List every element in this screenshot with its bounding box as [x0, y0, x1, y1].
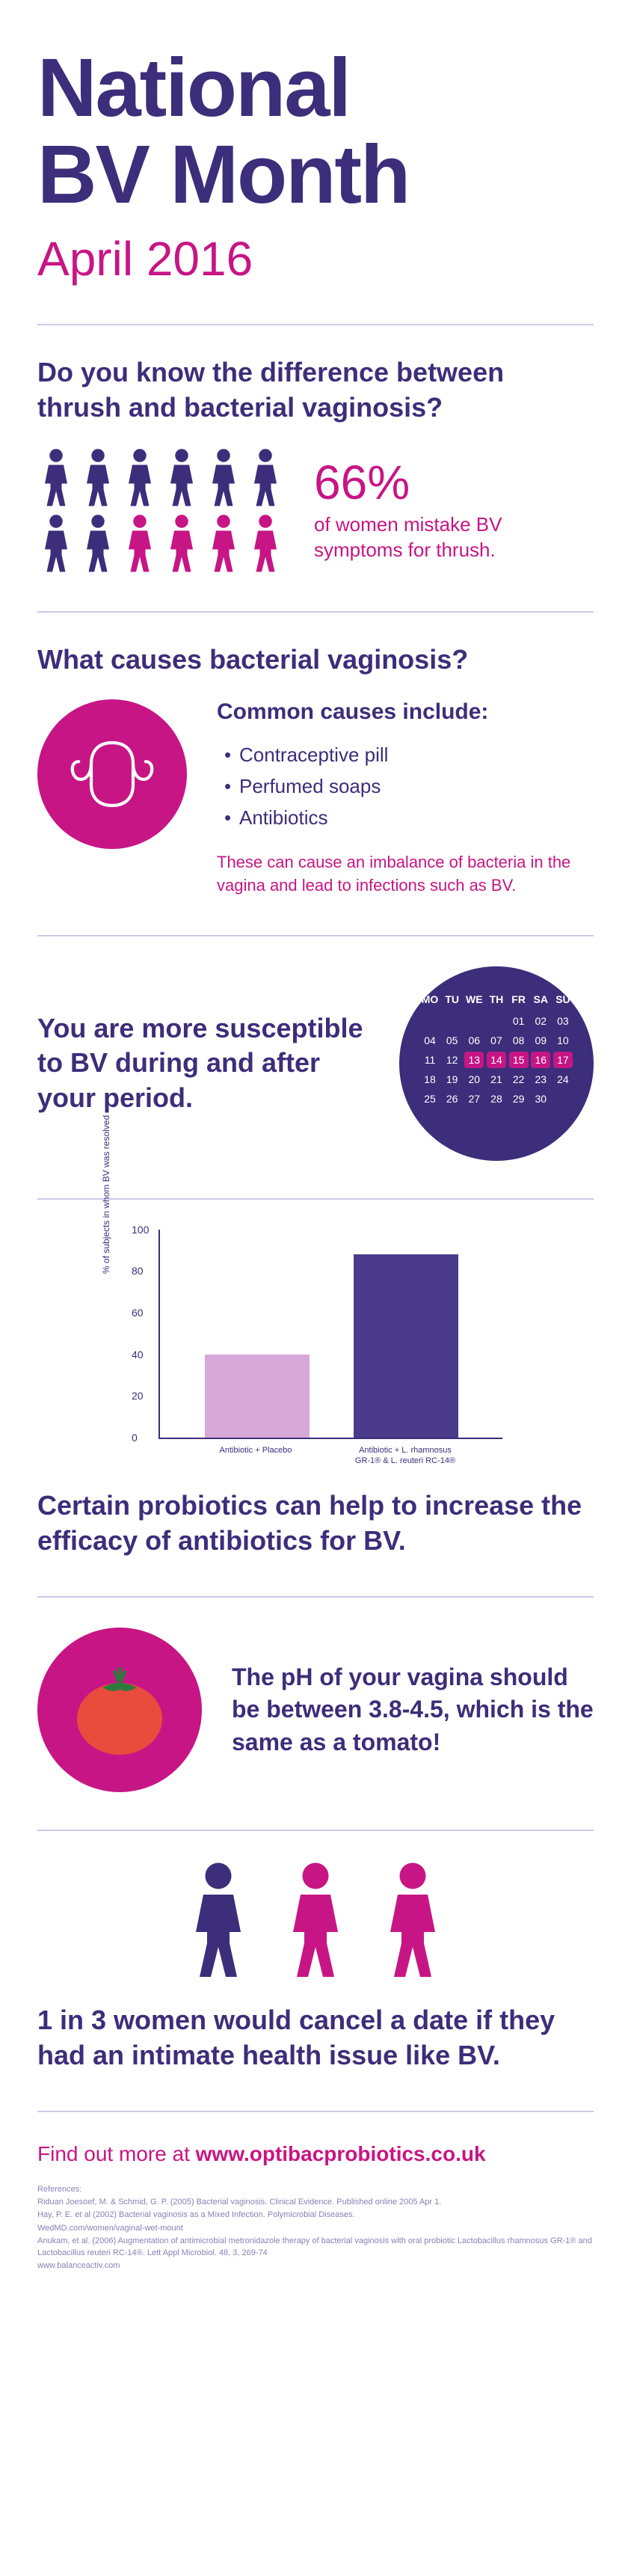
title-line2: BV Month	[37, 129, 409, 221]
cal-body: 0102030405060708091011121314151617181920…	[420, 1013, 573, 1107]
stat-pct: 66%	[314, 459, 594, 506]
causes-content: Common causes include: Contraceptive pil…	[217, 699, 594, 897]
chart-bars	[160, 1230, 502, 1438]
causes-item: Contraceptive pill	[217, 740, 594, 771]
woman-icon	[79, 514, 117, 574]
causes-heading: What causes bacterial vaginosis?	[37, 643, 594, 678]
tomato-icon	[37, 1628, 202, 1792]
ref-line: Riduan Joesoef, M. & Schmid, G. P. (2005…	[37, 2197, 594, 2208]
woman-icon	[205, 514, 242, 574]
woman-icon	[375, 1861, 450, 1981]
causes-item: Perfumed soaps	[217, 771, 594, 803]
chart-bar	[205, 1355, 310, 1438]
causes-subhead: Common causes include:	[217, 699, 594, 725]
cta-url: www.optibacprobiotics.co.uk	[196, 2142, 486, 2165]
divider	[37, 611, 594, 613]
woman-icon	[247, 514, 284, 574]
woman-icon	[163, 514, 200, 574]
uterus-icon	[37, 699, 187, 849]
causes-list: Contraceptive pillPerfumed soapsAntibiot…	[217, 740, 594, 833]
date-women-row	[37, 1861, 594, 1981]
divider	[37, 1198, 594, 1200]
period-text: You are more susceptible to BV during an…	[37, 1011, 369, 1116]
divider	[37, 324, 594, 325]
refs-lines: Riduan Joesoef, M. & Schmid, G. P. (2005…	[37, 2197, 594, 2272]
chart-note: Certain probiotics can help to increase …	[37, 1488, 594, 1559]
date-text: 1 in 3 women would cancel a date if they…	[37, 2003, 594, 2073]
ref-line: www.balanceactiv.com	[37, 2260, 594, 2272]
ref-line: WedMD.com/women/vaginal-wet-mount	[37, 2223, 594, 2234]
references: References: Riduan Joesoef, M. & Schmid,…	[37, 2184, 594, 2272]
refs-heading: References:	[37, 2184, 594, 2195]
divider	[37, 1596, 594, 1598]
divider	[37, 935, 594, 936]
woman-icon	[278, 1861, 353, 1981]
chart-bar	[354, 1254, 458, 1438]
woman-icon	[163, 448, 200, 508]
cal-head: MOTUWETHFRSASU	[420, 993, 573, 1005]
women-grid	[37, 448, 284, 574]
chart-xlabel: Antibiotic + L. rhamnosus GR-1® & L. reu…	[353, 1445, 458, 1467]
causes-note: These can cause an imbalance of bacteria…	[217, 851, 594, 898]
divider	[37, 1830, 594, 1831]
woman-icon	[121, 514, 158, 574]
ph-row: The pH of your vagina should be between …	[37, 1628, 594, 1792]
woman-icon	[247, 448, 284, 508]
chart-xlabels: Antibiotic + Placebo Antibiotic + L. rham…	[158, 1445, 502, 1467]
main-title: National BV Month	[37, 45, 594, 218]
ph-text: The pH of your vagina should be between …	[232, 1661, 594, 1758]
woman-icon	[205, 448, 242, 508]
chart-ylabel: % of subjects in whom BV was resolved	[101, 1115, 111, 1274]
bar-chart: % of subjects in whom BV was resolved 02…	[129, 1230, 502, 1467]
calendar-icon: MOTUWETHFRSASU 0102030405060708091011121…	[399, 966, 594, 1161]
ref-line: Anukam, et al. (2006) Augmentation of an…	[37, 2236, 594, 2259]
stat-text: 66% of women mistake BV symptoms for thr…	[314, 459, 594, 563]
cta-prefix: Find out more at	[37, 2142, 196, 2165]
woman-icon	[121, 448, 158, 508]
stat-desc: of women mistake BV symptoms for thrush.	[314, 512, 594, 563]
woman-icon	[79, 448, 117, 508]
period-row: You are more susceptible to BV during an…	[37, 966, 594, 1161]
woman-icon	[181, 1861, 256, 1981]
divider	[37, 2111, 594, 2112]
title-date: April 2016	[37, 231, 594, 286]
cta: Find out more at www.optibacprobiotics.c…	[37, 2142, 594, 2166]
ref-line: Hay, P. E. et al (2002) Bacterial vagino…	[37, 2209, 594, 2221]
title-line1: National	[37, 42, 350, 134]
chart-area: 020406080100	[158, 1230, 502, 1439]
causes-row: Common causes include: Contraceptive pil…	[37, 699, 594, 897]
causes-item: Antibiotics	[217, 803, 594, 834]
stat-heading: Do you know the difference between thrus…	[37, 355, 594, 426]
woman-icon	[37, 514, 75, 574]
stat-row: 66% of women mistake BV symptoms for thr…	[37, 448, 594, 574]
woman-icon	[37, 448, 75, 508]
chart-xlabel: Antibiotic + Placebo	[203, 1445, 308, 1467]
